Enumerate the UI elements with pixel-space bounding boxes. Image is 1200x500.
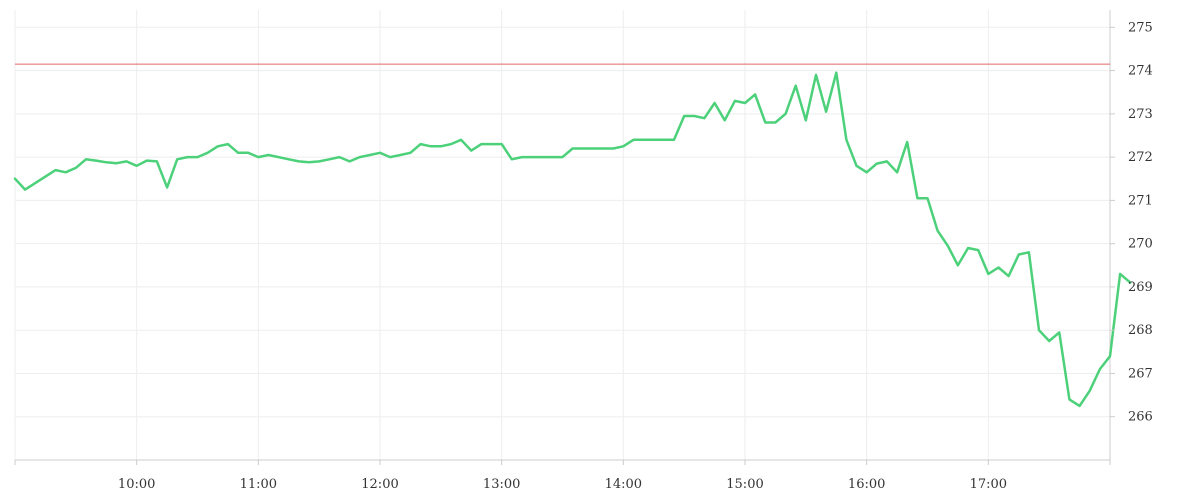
- y-tick-label: 275: [1128, 20, 1153, 35]
- x-tick-label: 13:00: [483, 477, 520, 492]
- y-tick-label: 270: [1128, 237, 1153, 252]
- x-tick-label: 16:00: [848, 477, 885, 492]
- x-tick-label: 11:00: [240, 477, 277, 492]
- y-tick-label: 266: [1128, 410, 1153, 425]
- x-tick-label: 15:00: [726, 477, 763, 492]
- series-layer: [13, 71, 1132, 408]
- y-tick-label: 274: [1128, 64, 1153, 79]
- x-tick-label: 10:00: [118, 477, 155, 492]
- x-tick-label: 17:00: [970, 477, 1007, 492]
- y-tick-label: 268: [1128, 323, 1153, 338]
- y-tick-label: 269: [1128, 280, 1153, 295]
- price-series-line: [13, 71, 1132, 408]
- y-tick-label: 273: [1128, 107, 1153, 122]
- axes: [14, 10, 1111, 465]
- x-axis-ticks: 10:00 11:00 12:00 13:00 14:00 15:00 16:00 17:00: [118, 460, 1007, 492]
- y-tick-label: 271: [1128, 193, 1153, 208]
- y-tick-label: 267: [1128, 366, 1153, 381]
- x-tick-label: 12:00: [361, 477, 398, 492]
- y-axis-ticks: 266 267 268 269 270 271 272 273 274 275: [1110, 20, 1153, 425]
- y-tick-label: 272: [1128, 150, 1153, 165]
- x-tick-label: 14:00: [605, 477, 642, 492]
- grid: [14, 10, 1110, 460]
